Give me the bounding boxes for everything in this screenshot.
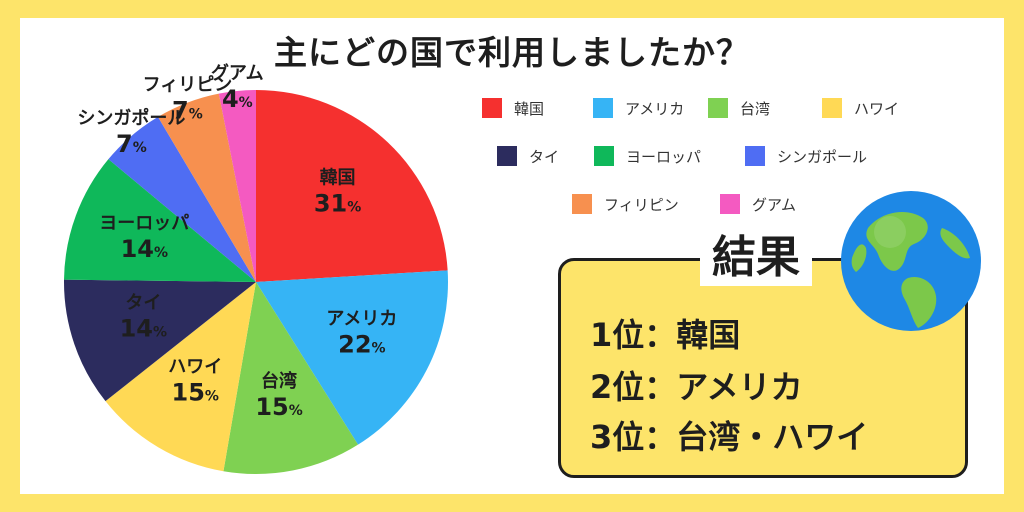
pie-slice (218, 90, 256, 282)
rank-line-2: 2位：アメリカ (590, 368, 803, 406)
slice-value: 22% (338, 330, 385, 358)
legend-label: タイ (529, 147, 560, 166)
slice-label: ヨーロッパ (99, 213, 189, 234)
slice-label: アメリカ (326, 308, 397, 329)
slice-label: シンガポール (77, 107, 185, 129)
slice-label: ハワイ (168, 356, 222, 377)
slice-label: グアム (211, 62, 264, 84)
legend-item: タイ (497, 146, 559, 166)
globe-icon (841, 191, 981, 331)
legend-item: グアム (720, 194, 796, 214)
legend-label: フィリピン (604, 195, 679, 214)
slice-value: 4% (222, 85, 253, 113)
slice-value: 31% (314, 189, 361, 217)
legend-item: 韓国 (482, 98, 544, 118)
slice-label: 台湾 (261, 370, 297, 392)
pie-slice (223, 282, 359, 474)
pie-slice (64, 159, 256, 282)
pie-slice (105, 282, 257, 472)
pie-slice (157, 93, 256, 282)
rank-line-3: 3位：台湾・ハワイ (590, 418, 869, 456)
rank-line-1: 1位：韓国 (590, 316, 741, 354)
page-title: 主にどの国で利用しましたか？ (274, 33, 750, 72)
legend-swatch (572, 194, 592, 214)
legend-swatch (482, 98, 502, 118)
legend-label: 台湾 (740, 99, 771, 118)
slice-value: 14% (121, 235, 168, 263)
legend-item: フィリピン (572, 194, 679, 214)
legend-swatch (593, 98, 613, 118)
pie-slice (256, 90, 448, 282)
slice-value: 7% (116, 130, 147, 158)
slice-label: タイ (125, 292, 161, 313)
slice-label: フィリピン (143, 75, 233, 96)
legend-swatch (745, 146, 765, 166)
slice-label: 韓国 (320, 166, 356, 188)
legend-swatch (594, 146, 614, 166)
legend-label: シンガポール (777, 147, 868, 166)
slice-value: 15% (172, 378, 219, 406)
slice-value: 14% (120, 314, 167, 342)
legend-item: ハワイ (822, 98, 899, 118)
legend-item: 台湾 (708, 98, 770, 118)
legend-label: アメリカ (625, 99, 685, 118)
pie-slice (256, 270, 448, 445)
slice-value: 7% (172, 97, 203, 125)
legend-label: ヨーロッパ (626, 147, 702, 166)
legend-swatch (720, 194, 740, 214)
pie-slice (64, 279, 257, 402)
legend-label: 韓国 (514, 99, 545, 118)
pie-slice (108, 116, 257, 282)
legend-swatch (822, 98, 842, 118)
legend-item: シンガポール (745, 146, 867, 166)
legend-label: グアム (752, 195, 796, 214)
legend-swatch (497, 146, 517, 166)
slice-value: 15% (255, 393, 302, 421)
legend-item: アメリカ (593, 98, 684, 118)
legend-swatch (708, 98, 728, 118)
legend-label: ハワイ (854, 99, 900, 118)
result-title: 結果 (700, 230, 812, 286)
legend-item: ヨーロッパ (594, 146, 701, 166)
